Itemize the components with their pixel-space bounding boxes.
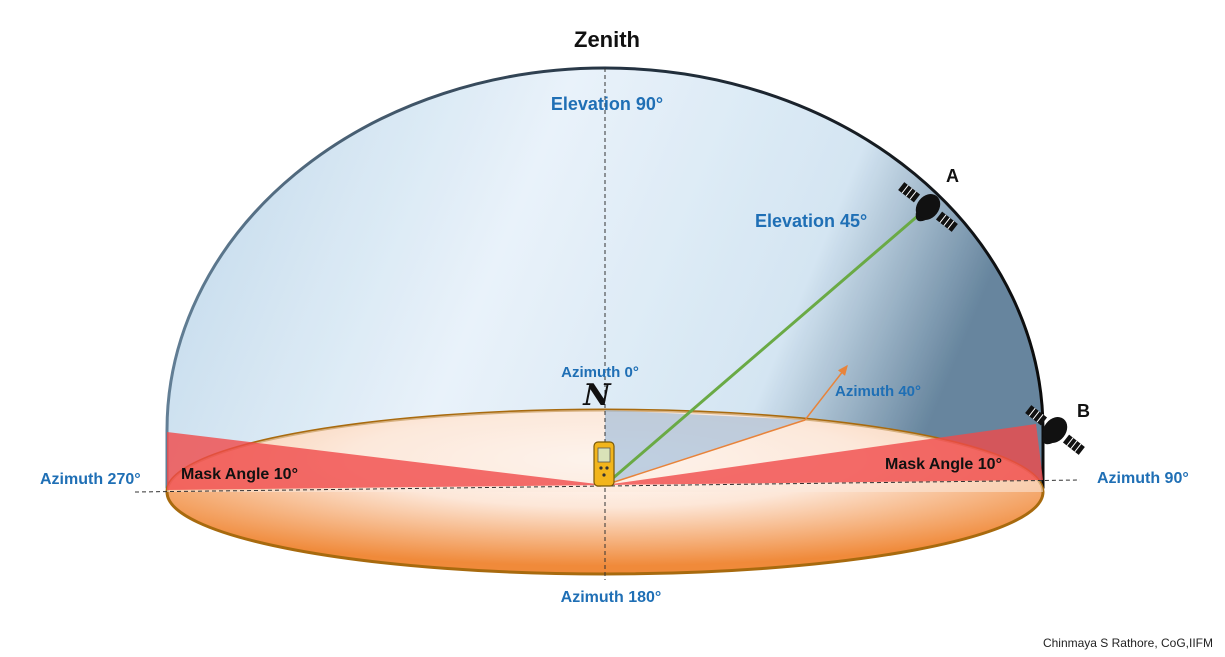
- author-credit: Chinmaya S Rathore, CoG,IIFM: [1043, 636, 1213, 650]
- mask-wedge-right: [605, 424, 1043, 485]
- mask-angle-right-label: Mask Angle 10°: [885, 456, 1002, 473]
- azimuth-270-label: Azimuth 270°: [40, 471, 141, 488]
- zenith-title: Zenith: [574, 27, 640, 52]
- azimuth-arrow: [604, 419, 806, 486]
- elevation-projection-triangle: [605, 410, 805, 485]
- azimuth-arrow-head: [804, 364, 848, 421]
- elevation-line: [604, 212, 921, 487]
- azimuth-0-label: Azimuth 0°: [561, 364, 639, 381]
- gps-receiver-icon: [593, 441, 615, 487]
- azimuth-40-label: Azimuth 40°: [835, 383, 921, 400]
- elevation-90-label: Elevation 90°: [551, 94, 663, 114]
- mask-angle-left-label: Mask Angle 10°: [181, 466, 298, 483]
- satellite-b-icon: [1025, 405, 1085, 455]
- elevation-45-label: Elevation 45°: [755, 211, 867, 231]
- azimuth-90-label: Azimuth 90°: [1097, 470, 1189, 487]
- north-symbol: N: [582, 378, 612, 413]
- satellite-a-label: A: [946, 166, 959, 186]
- azimuth-180-label: Azimuth 180°: [561, 589, 662, 606]
- satellite-a-icon: [898, 182, 958, 232]
- satellite-b-label: B: [1077, 401, 1090, 421]
- mask-wedge-left: [167, 432, 605, 490]
- sky-dome: [165, 66, 1045, 489]
